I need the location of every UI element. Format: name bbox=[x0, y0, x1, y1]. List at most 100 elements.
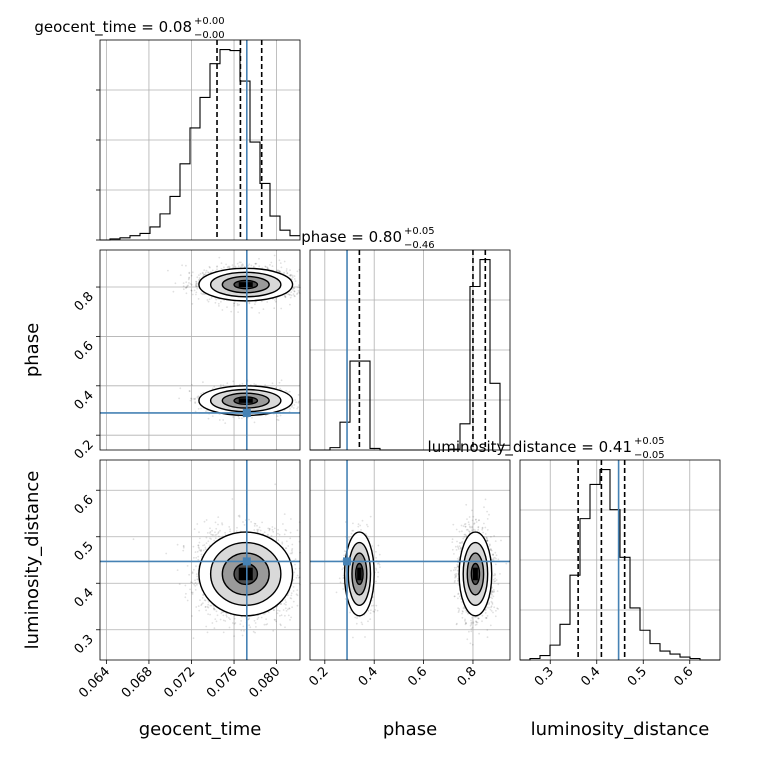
sample-point bbox=[270, 535, 273, 537]
sample-point bbox=[191, 581, 194, 584]
sample-point bbox=[266, 266, 269, 269]
sample-point bbox=[284, 529, 287, 531]
sample-point bbox=[215, 610, 218, 613]
sample-point bbox=[277, 419, 280, 422]
sample-point bbox=[254, 631, 256, 634]
sample-point bbox=[284, 626, 286, 629]
sample-point bbox=[257, 616, 260, 619]
sample-point bbox=[254, 303, 256, 306]
sample-point bbox=[203, 273, 205, 276]
sample-point bbox=[195, 280, 198, 283]
sample-point bbox=[197, 605, 200, 607]
sample-point bbox=[290, 273, 292, 276]
sample-point bbox=[225, 615, 228, 618]
sample-point bbox=[228, 617, 230, 619]
sample-point bbox=[274, 299, 276, 301]
sample-point bbox=[218, 419, 221, 421]
sample-point bbox=[289, 269, 291, 271]
sample-point bbox=[197, 298, 200, 300]
sample-point bbox=[213, 627, 216, 629]
sample-point bbox=[277, 539, 280, 542]
sample-point bbox=[278, 610, 281, 612]
sample-point bbox=[230, 310, 233, 313]
sample-point bbox=[197, 395, 200, 397]
sample-point bbox=[297, 289, 300, 292]
sample-point bbox=[295, 576, 298, 579]
sample-point bbox=[195, 282, 198, 285]
sample-point bbox=[277, 269, 280, 272]
sample-point bbox=[176, 569, 179, 571]
sample-point bbox=[278, 381, 281, 384]
sample-point bbox=[228, 526, 231, 528]
sample-point bbox=[258, 257, 260, 260]
sample-point bbox=[206, 631, 209, 634]
sample-point bbox=[181, 264, 184, 267]
sample-point bbox=[287, 545, 290, 547]
sample-point bbox=[283, 603, 286, 605]
sample-point bbox=[264, 265, 267, 268]
sample-point bbox=[197, 555, 200, 558]
sample-point bbox=[264, 384, 266, 386]
sample-point bbox=[197, 407, 200, 410]
contours-geocent_time-phase bbox=[198, 267, 294, 417]
sample-point bbox=[247, 618, 250, 621]
sample-point bbox=[264, 265, 267, 268]
sample-point bbox=[195, 282, 198, 285]
sample-point bbox=[251, 416, 253, 419]
sample-point bbox=[195, 285, 197, 288]
sample-point bbox=[274, 483, 277, 486]
sample-point bbox=[285, 610, 288, 612]
sample-point bbox=[206, 532, 209, 534]
sample-point bbox=[193, 289, 196, 292]
sample-point bbox=[272, 629, 275, 632]
sample-point bbox=[238, 417, 241, 419]
sample-point bbox=[200, 549, 203, 552]
sample-point bbox=[182, 282, 185, 284]
sample-point bbox=[276, 415, 279, 418]
sample-point bbox=[213, 385, 216, 388]
sample-point bbox=[211, 387, 214, 390]
sample-point bbox=[273, 609, 275, 611]
sample-point bbox=[291, 606, 293, 609]
sample-point bbox=[204, 273, 207, 276]
sample-point bbox=[241, 265, 244, 268]
sample-point bbox=[236, 303, 239, 305]
sample-point bbox=[267, 267, 269, 270]
sample-point bbox=[182, 288, 185, 291]
sample-point bbox=[200, 407, 202, 410]
sample-point bbox=[291, 274, 294, 277]
sample-point bbox=[232, 266, 234, 269]
sample-point bbox=[186, 285, 189, 287]
sample-point bbox=[242, 625, 245, 628]
sample-point bbox=[289, 407, 291, 410]
sample-point bbox=[188, 272, 191, 275]
sample-point bbox=[256, 530, 259, 532]
sample-point bbox=[258, 526, 261, 529]
sample-point bbox=[218, 256, 221, 259]
sample-point bbox=[206, 299, 209, 301]
sample-point bbox=[193, 556, 195, 559]
sample-point bbox=[289, 531, 292, 534]
sample-point bbox=[221, 523, 224, 526]
sample-point bbox=[190, 289, 193, 292]
sample-point bbox=[289, 275, 292, 277]
sample-point bbox=[293, 404, 296, 406]
sample-point bbox=[193, 583, 196, 586]
sample-point bbox=[282, 609, 285, 611]
sample-point bbox=[197, 544, 200, 547]
sample-point bbox=[222, 419, 225, 421]
sample-point bbox=[280, 624, 282, 627]
sample-point bbox=[207, 271, 210, 274]
sample-point bbox=[185, 592, 187, 595]
sample-point bbox=[231, 264, 234, 266]
sample-point bbox=[287, 293, 289, 296]
sample-point bbox=[203, 269, 206, 271]
sample-point bbox=[207, 271, 209, 273]
sample-point bbox=[207, 540, 210, 543]
title-text: phase = 0.80 bbox=[301, 228, 402, 246]
sample-point bbox=[290, 592, 293, 595]
sample-point bbox=[188, 277, 190, 280]
sample-point bbox=[267, 533, 269, 536]
sample-point bbox=[219, 618, 222, 621]
